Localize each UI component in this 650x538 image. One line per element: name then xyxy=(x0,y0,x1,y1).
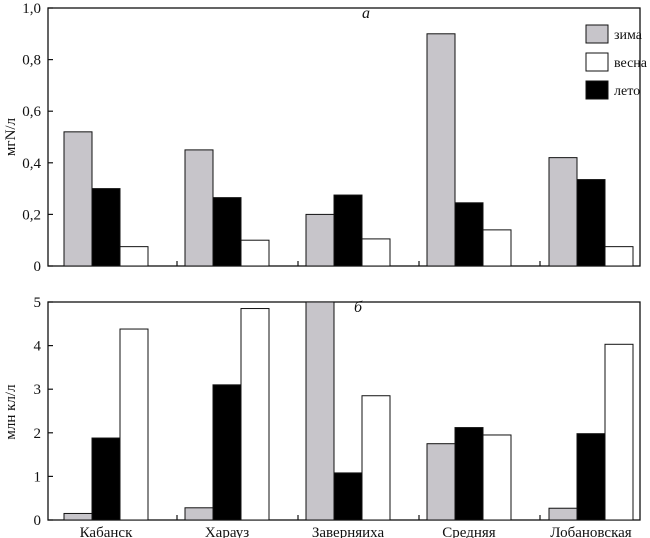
x-tick-label-srednyaya: Средняя xyxy=(442,525,496,538)
x-tick-label-zavernyaikha: Заверняиха xyxy=(312,525,385,538)
y-tick-label: 4 xyxy=(34,339,42,355)
y-axis-label: млн кл/л xyxy=(3,384,19,440)
bar-kharauz-summer xyxy=(212,197,242,267)
x-tick-label-lobanovskaya: Лобановская xyxy=(550,525,631,538)
bar-zavernyaikha-winter xyxy=(305,213,335,267)
bar-zavernyaikha-summer xyxy=(333,194,363,267)
bar-lobanovskaya-spring xyxy=(604,246,634,267)
legend-swatch xyxy=(585,52,609,72)
legend-label: зима xyxy=(614,28,643,43)
bar-kabansk-summer xyxy=(91,188,121,267)
bar-srednyaya-spring xyxy=(482,229,512,267)
bar-srednyaya-summer xyxy=(454,427,484,521)
y-tick-label: 3 xyxy=(34,382,42,398)
chart-panel-1: 0 0,2 0,4 0,6 0,8 1,0 мгN/л а зима весна лето xyxy=(3,1,648,275)
bar-lobanovskaya-winter xyxy=(548,507,578,521)
bar-kharauz-spring xyxy=(240,239,270,267)
bar-srednyaya-winter xyxy=(426,33,456,267)
legend-swatch xyxy=(585,80,609,100)
bar-lobanovskaya-spring xyxy=(604,343,634,521)
bar-lobanovskaya-summer xyxy=(576,179,606,267)
panel-label: б xyxy=(354,299,363,316)
panel-label: а xyxy=(362,5,370,22)
y-tick-label: 0,2 xyxy=(22,207,41,223)
bar-kharauz-winter xyxy=(184,149,214,267)
bar-kharauz-winter xyxy=(184,507,214,521)
y-tick-label: 0 xyxy=(34,259,42,275)
bar-zavernyaikha-spring xyxy=(361,395,391,521)
bar-srednyaya-winter xyxy=(426,443,456,521)
bar-kabansk-summer xyxy=(91,437,121,521)
y-axis-label: мгN/л xyxy=(3,117,19,156)
y-tick-label: 5 xyxy=(34,295,42,311)
bar-srednyaya-spring xyxy=(482,434,512,521)
y-tick-label: 0,6 xyxy=(22,104,41,120)
bar-zavernyaikha-spring xyxy=(361,238,391,267)
bar-kharauz-spring xyxy=(240,308,270,521)
x-tick-label-kharauz: Харауз xyxy=(205,525,249,538)
legend-label: лето xyxy=(614,84,640,99)
y-tick-label: 1 xyxy=(34,469,42,485)
bar-kabansk-spring xyxy=(119,328,149,521)
bar-lobanovskaya-winter xyxy=(548,157,578,267)
x-tick-label-kabansk: Кабанск xyxy=(80,525,133,538)
bar-kabansk-winter xyxy=(63,131,93,267)
bar-zavernyaikha-winter xyxy=(305,301,335,521)
y-tick-label: 0 xyxy=(34,513,42,529)
bar-srednyaya-summer xyxy=(454,202,484,267)
bar-zavernyaikha-summer xyxy=(333,472,363,521)
y-tick-label: 2 xyxy=(34,426,42,442)
bar-kabansk-winter xyxy=(63,512,93,521)
y-tick-label: 0,4 xyxy=(22,156,41,172)
bar-kharauz-summer xyxy=(212,384,242,521)
y-tick-label: 1,0 xyxy=(22,1,41,17)
legend-swatch xyxy=(585,24,609,44)
legend-label: весна xyxy=(614,56,648,71)
bar-kabansk-spring xyxy=(119,246,149,267)
y-tick-label: 0,8 xyxy=(22,53,41,69)
bar-lobanovskaya-summer xyxy=(576,433,606,521)
chart-panel-2: 0 1 2 3 4 5 млн кл/л б Кабанск Харауз Заверняиха Ср… xyxy=(3,295,641,538)
legend: зима весна лето xyxy=(585,24,648,100)
